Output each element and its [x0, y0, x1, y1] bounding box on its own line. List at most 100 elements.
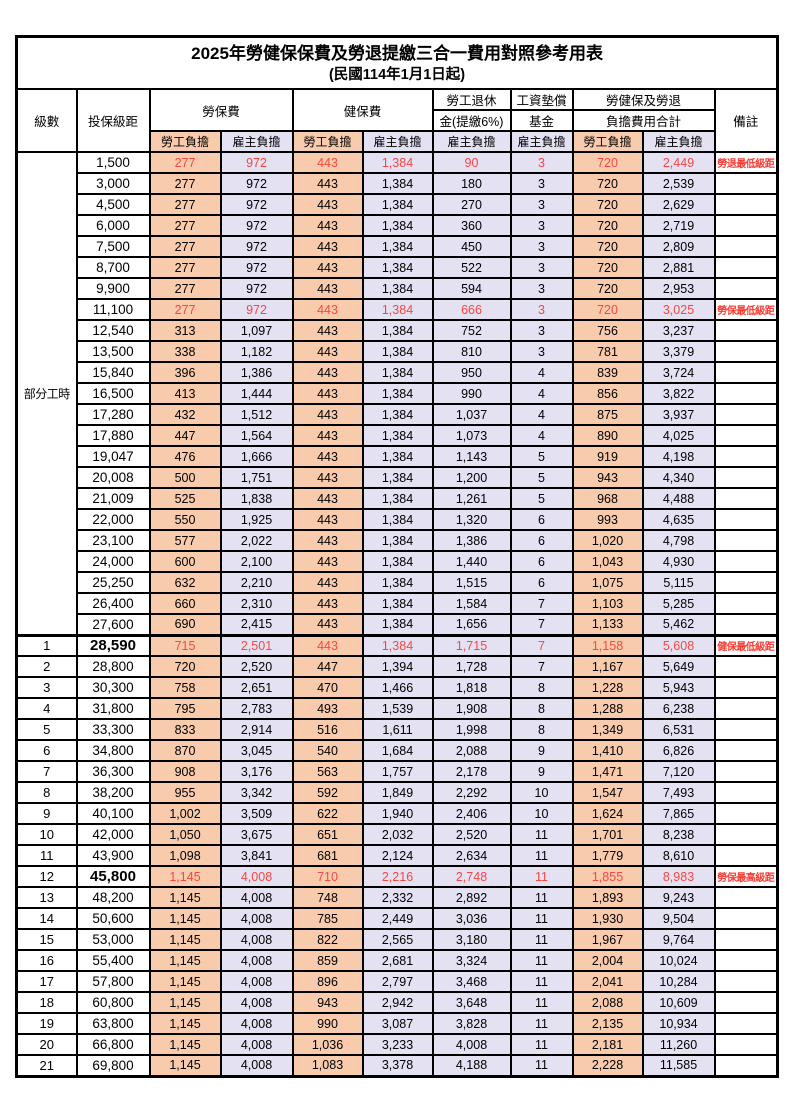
title-row: 2025年勞健保保費及勞退提繳三合一費用對照參考用表 (民國114年1月1日起): [15, 35, 779, 90]
value-cell: 443: [291, 424, 364, 447]
value-cell: 277: [148, 256, 222, 279]
value-cell: 11: [509, 1033, 574, 1056]
value-cell: 470: [291, 676, 364, 699]
value-cell: 1,656: [431, 613, 512, 636]
value-cell: 1,384: [361, 151, 434, 174]
value-cell: 11: [509, 907, 574, 930]
value-cell: 2,228: [571, 1054, 644, 1077]
value-cell: 1,288: [571, 697, 644, 720]
value-cell: 3: [509, 193, 574, 216]
value-cell: 1,043: [571, 550, 644, 573]
value-cell: 1,145: [148, 991, 222, 1014]
value-cell: 2,501: [219, 633, 294, 657]
value-cell: 4,008: [219, 886, 294, 909]
bracket-cell: 30,300: [75, 676, 151, 699]
value-cell: 1,384: [361, 235, 434, 258]
note-cell: 健保最低級距: [713, 633, 779, 657]
value-cell: 1,145: [148, 970, 222, 993]
value-cell: 1,384: [361, 361, 434, 384]
bracket-cell: 3,000: [75, 172, 151, 195]
value-cell: 1,779: [571, 844, 644, 867]
value-cell: 5,608: [641, 633, 716, 657]
note-cell: [713, 508, 779, 531]
table-row: 10 42,000 1,050 3,675 651 2,032 2,520 11 1,701 8,…: [15, 823, 779, 846]
value-cell: 2,100: [219, 550, 294, 573]
value-cell: 6: [509, 529, 574, 552]
note-cell: 勞退最低級距: [713, 151, 779, 174]
value-cell: 443: [291, 613, 364, 636]
header-row-3: 勞工負擔 雇主負擔 勞工負擔 雇主負擔 雇主負擔 雇主負擔 勞工負擔 雇主負擔: [17, 130, 778, 153]
value-cell: 11,260: [641, 1033, 716, 1056]
table-row: 21 69,800 1,145 4,008 1,083 3,378 4,188 11 2,228…: [15, 1054, 779, 1077]
header-wage-fund-line1: 工資墊償: [509, 88, 574, 111]
bracket-cell: 15,840: [75, 361, 151, 384]
value-cell: 1,073: [431, 424, 512, 447]
table-row: 8 38,200 955 3,342 592 1,849 2,292 10 1,547 7,493: [15, 781, 779, 804]
value-cell: 9: [509, 760, 574, 783]
value-cell: 5,649: [641, 655, 716, 678]
note-cell: [713, 718, 779, 741]
value-cell: 6,531: [641, 718, 716, 741]
value-cell: 277: [148, 277, 222, 300]
value-cell: 1,145: [148, 928, 222, 951]
value-cell: 2,216: [361, 865, 434, 888]
table-row: 13 48,200 1,145 4,008 748 2,332 2,892 11 1,893 9,…: [15, 886, 779, 909]
value-cell: 3,087: [361, 1012, 434, 1035]
value-cell: 8,238: [641, 823, 716, 846]
value-cell: 3,324: [431, 949, 512, 972]
value-cell: 7: [509, 655, 574, 678]
subheader-pension-employer: 雇主負擔: [431, 130, 512, 153]
bracket-cell: 12,540: [75, 319, 151, 342]
level-cell: 5: [15, 718, 78, 741]
value-cell: 1,384: [361, 298, 434, 321]
note-cell: [713, 235, 779, 258]
value-cell: 890: [571, 424, 644, 447]
value-cell: 3: [509, 172, 574, 195]
bracket-cell: 7,500: [75, 235, 151, 258]
value-cell: 10: [509, 781, 574, 804]
value-cell: 2,449: [641, 151, 716, 174]
value-cell: 3,045: [219, 739, 294, 762]
value-cell: 5,115: [641, 571, 716, 594]
level-cell: 11: [15, 844, 78, 867]
value-cell: 11: [509, 970, 574, 993]
value-cell: 3,468: [431, 970, 512, 993]
bracket-cell: 57,800: [75, 970, 151, 993]
table-row: 9 40,100 1,002 3,509 622 1,940 2,406 10 1,624 7,8…: [15, 802, 779, 825]
value-cell: 3,342: [219, 781, 294, 804]
bracket-cell: 1,500: [75, 151, 151, 174]
value-cell: 972: [219, 193, 294, 216]
note-cell: [713, 571, 779, 594]
level-cell: 12: [15, 865, 78, 888]
value-cell: 11: [509, 928, 574, 951]
value-cell: 443: [291, 151, 364, 174]
value-cell: 1,611: [361, 718, 434, 741]
value-cell: 1,410: [571, 739, 644, 762]
value-cell: 622: [291, 802, 364, 825]
table-row: 1 28,590 715 2,501 443 1,384 1,715 7 1,158 5,608 健…: [15, 633, 779, 657]
value-cell: 1,145: [148, 1012, 222, 1035]
value-cell: 563: [291, 760, 364, 783]
header-pension-line2: 金(提繳6%): [431, 109, 512, 132]
value-cell: 4,008: [219, 865, 294, 888]
level-cell: 7: [15, 760, 78, 783]
note-cell: [713, 949, 779, 972]
page-title: 2025年勞健保保費及勞退提繳三合一費用對照參考用表: [191, 43, 603, 63]
value-cell: 522: [431, 256, 512, 279]
value-cell: 2,634: [431, 844, 512, 867]
value-cell: 432: [148, 403, 222, 426]
value-cell: 4,008: [219, 970, 294, 993]
value-cell: 1,855: [571, 865, 644, 888]
bracket-cell: 8,700: [75, 256, 151, 279]
header-row-2: 金(提繳6%) 基金 負擔費用合計: [17, 109, 778, 132]
value-cell: 443: [291, 445, 364, 468]
value-cell: 1,143: [431, 445, 512, 468]
note-cell: [713, 214, 779, 237]
value-cell: 1,998: [431, 718, 512, 741]
value-cell: 1,384: [361, 193, 434, 216]
note-cell: [713, 907, 779, 930]
value-cell: 4: [509, 424, 574, 447]
value-cell: 4,008: [219, 1054, 294, 1077]
value-cell: 3: [509, 214, 574, 237]
value-cell: 10,284: [641, 970, 716, 993]
